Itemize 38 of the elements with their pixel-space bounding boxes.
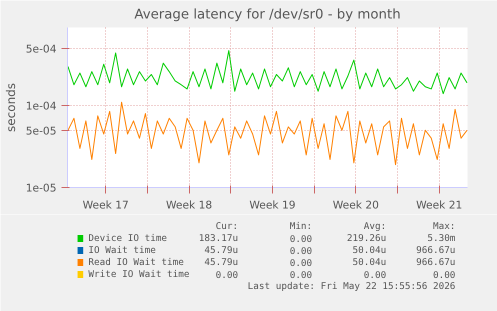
legend-label: Device IO time: [88, 233, 168, 244]
text: Min:: [290, 221, 312, 232]
y-axis-title: seconds: [4, 82, 18, 132]
x-tick-label: Week 20: [332, 198, 380, 212]
text: 966.67u: [416, 245, 456, 256]
text: 45.79u: [204, 257, 238, 268]
x-tick-label: Week 18: [166, 198, 212, 212]
text: 966.67u: [416, 257, 456, 268]
line-series: [68, 50, 468, 94]
text: Avg:: [364, 221, 386, 232]
x-tick-label: Week 17: [82, 198, 129, 212]
legend-label: IO Wait time: [88, 245, 156, 256]
y-tick-label: 5e-05: [26, 124, 57, 138]
y-tick-label: 5e-04: [26, 42, 57, 56]
text: 50.04u: [352, 245, 386, 256]
legend-label: Write IO Wait time: [88, 269, 190, 280]
text: Max:: [432, 221, 456, 232]
text: Cur:: [216, 221, 238, 232]
text: 219.26u: [346, 233, 386, 244]
text: 0.00: [290, 258, 313, 269]
text: 45.79u: [204, 245, 238, 256]
x-tick-label: Week 19: [249, 198, 296, 212]
text: 0.00: [290, 270, 313, 281]
text: 0.00: [290, 234, 313, 245]
text: 0.00: [364, 270, 387, 281]
text: 183.17u: [198, 233, 238, 244]
text: 0.00: [216, 270, 239, 281]
text: 5.30m: [427, 233, 456, 244]
y-tick-label: 1e-04: [26, 100, 57, 113]
legend-label: Read IO Wait time: [88, 257, 184, 268]
text: Last update: Fri May 22 15:55:56 2026: [248, 281, 456, 292]
line-series: [68, 102, 468, 166]
chart-title: Average latency for /dev/sr0 - by month: [134, 8, 401, 22]
text: 0.00: [432, 270, 456, 281]
y-tick-label: 1e-05: [26, 182, 57, 194]
text: 50.04u: [352, 257, 386, 268]
text: 0.00: [290, 246, 313, 257]
x-tick-label: Week 21: [416, 198, 462, 212]
